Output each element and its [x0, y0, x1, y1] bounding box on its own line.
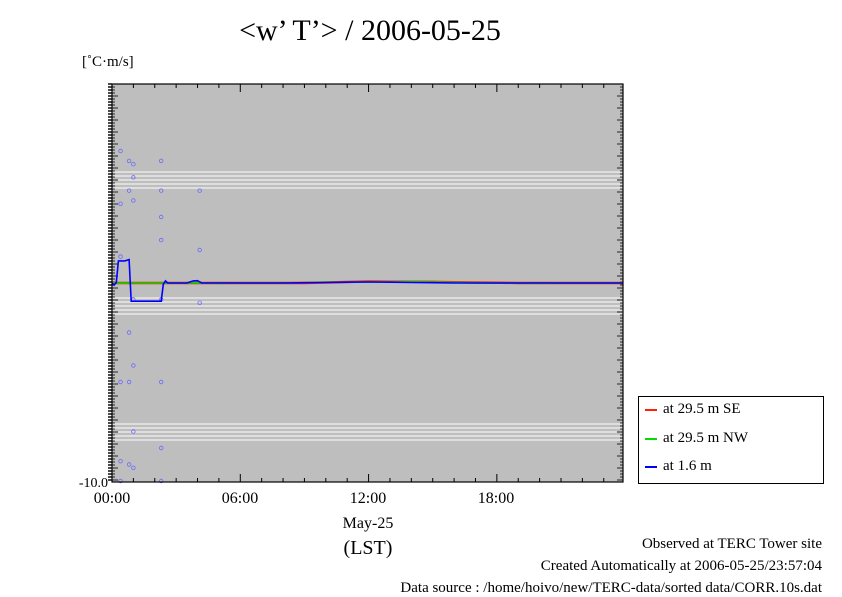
outlier-point: [118, 379, 123, 385]
y-bottom-tick-label: -10.0: [79, 476, 108, 491]
outlier-point: [118, 254, 123, 259]
footer-observed: Observed at TERC Tower site: [641, 536, 822, 552]
outlier-point: [126, 379, 132, 385]
outlier-point: [118, 478, 123, 484]
outlier-point: [158, 188, 164, 193]
series-line-2: [111, 258, 623, 302]
chart-title: <w’ T’> / 2006-05-25: [239, 14, 501, 47]
legend-item: at 1.6 m: [645, 458, 712, 475]
outlier-point: [158, 214, 164, 220]
outlier-point: [158, 158, 164, 164]
plot-frame: [111, 83, 624, 483]
outlier-point: [118, 201, 123, 206]
legend-item: at 29.5 m NW: [645, 430, 748, 447]
outlier-point: [118, 148, 123, 154]
horizontal-gridlines: [112, 171, 623, 441]
outlier-point: [197, 247, 202, 253]
outlier-point: [118, 459, 123, 464]
x-tick-label: 18:00: [477, 490, 515, 507]
outlier-point: [197, 188, 202, 193]
x-tick-label: 06:00: [221, 490, 259, 507]
legend-label: at 1.6 m: [663, 458, 712, 474]
outlier-point: [158, 478, 164, 484]
outlier-point: [126, 462, 132, 467]
legend: at 29.5 m SE at 29.5 m NW at 1.6 m: [638, 396, 824, 484]
legend-item: at 29.5 m SE: [645, 401, 741, 418]
outlier-point: [131, 175, 136, 180]
legend-swatch-red: [645, 408, 657, 411]
x-tick-label: 00:00: [93, 490, 131, 507]
outlier-point: [131, 363, 136, 368]
y-axis-unit: [˚C·m/s]: [82, 54, 134, 70]
footer-created: Created Automatically at 2006-05-25/23:5…: [540, 558, 822, 574]
legend-swatch-green: [645, 437, 657, 440]
outlier-point: [158, 237, 164, 243]
series-lines: [111, 258, 623, 302]
outlier-point: [126, 188, 132, 193]
outlier-point: [131, 429, 136, 434]
legend-swatch-blue: [645, 465, 657, 468]
outlier-point: [158, 445, 164, 451]
x-axis-timezone-label: (LST): [343, 537, 393, 559]
outlier-point: [126, 158, 132, 164]
footer-source: Data source : /home/hoivo/new/TERC-data/…: [400, 580, 822, 596]
outlier-point: [126, 330, 132, 335]
outlier-point: [158, 379, 164, 385]
x-tick-label: 12:00: [349, 490, 387, 507]
legend-label: at 29.5 m NW: [663, 430, 748, 446]
outlier-point: [131, 198, 136, 203]
outlier-point: [131, 465, 136, 470]
outlier-point: [197, 300, 202, 305]
outlier-point: [131, 161, 136, 167]
x-axis-date-label: May-25: [342, 515, 394, 532]
legend-label: at 29.5 m SE: [663, 401, 741, 417]
